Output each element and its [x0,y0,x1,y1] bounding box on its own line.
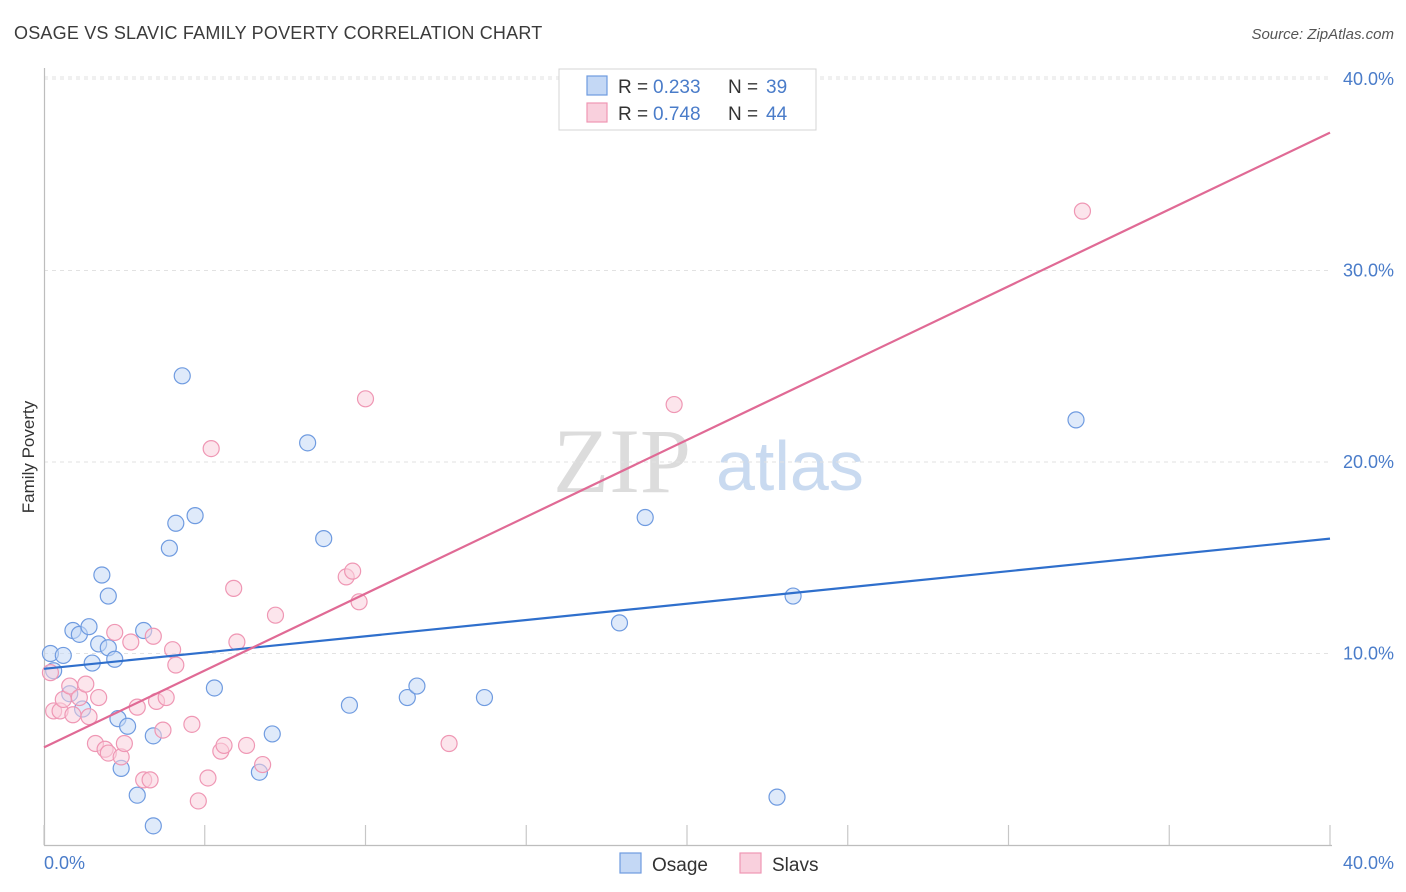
point-osage-31 [475,688,494,707]
point-osage-29 [398,688,416,707]
point-slavs-41 [440,734,458,753]
y-tick-label-2: 30.0% [1343,261,1394,281]
point-slavs-28 [199,769,217,787]
trend-lines [43,131,1331,749]
point-osage-38 [99,587,117,605]
point-osage-18 [144,817,162,835]
bottom-legend-label-slavs: Slavs [772,855,818,876]
point-slavs-32 [225,579,243,597]
point-slavs-26 [183,715,201,733]
point-slavs-17 [128,698,146,716]
legend-r-label-slavs: R = [618,104,648,125]
point-slavs-10 [90,688,108,707]
point-slavs-5 [64,706,82,724]
point-osage-19 [160,539,178,557]
point-slavs-35 [254,755,272,774]
y-tick-label-1: 20.0% [1343,452,1394,472]
y-axis-label: Family Poverty [19,400,38,513]
point-osage-32 [610,614,629,632]
point-osage-30 [408,677,426,695]
legend-n-value-slavs: 44 [766,104,788,125]
x-tick-label-min: 0.0% [44,853,85,873]
point-slavs-13 [106,623,124,642]
y-tick-label-3: 40.0% [1343,69,1394,89]
axes [43,68,1332,847]
point-osage-20 [167,514,185,532]
point-slavs-42 [665,395,683,414]
x-ticks [43,825,1331,845]
legend-r-label-osage: R = [618,77,648,98]
point-slavs-40 [356,390,375,408]
point-osage-11 [106,650,124,668]
point-slavs-29 [202,439,220,458]
point-slavs-20 [144,627,162,645]
watermark-zip: ZIP [553,410,691,512]
y-tick-labels: 10.0% 20.0% 30.0% 40.0% [1343,69,1394,664]
bottom-legend-swatch-slavs [739,852,762,874]
point-slavs-22 [154,721,172,739]
point-osage-22 [186,507,204,525]
point-slavs-25 [167,656,185,674]
bottom-legend-label-osage: Osage [652,855,708,876]
point-osage-36 [1067,411,1085,429]
point-slavs-33 [228,633,246,651]
watermark: ZIP atlas [553,410,864,512]
point-slavs-43 [1073,202,1092,220]
legend-r-value-slavs: 0.748 [653,104,701,125]
point-slavs-31 [215,736,233,755]
legend-box: R = 0.233 N = 39 R = 0.748 N = 44 [558,68,817,131]
point-slavs-7 [77,675,95,693]
legend-n-label-slavs: N = [728,104,758,125]
point-slavs-36 [266,606,285,624]
point-osage-33 [636,508,654,527]
trend-line-slavs [43,131,1331,749]
bottom-legend-swatch-osage [619,852,642,874]
point-osage-35 [784,587,802,605]
trend-line-osage [43,537,1331,670]
point-osage-28 [340,696,359,714]
chart-source: Source: ZipAtlas.com [1251,26,1394,43]
point-slavs-38 [344,562,362,580]
point-osage-26 [299,434,317,452]
bottom-legend: Osage Slavs [619,852,818,876]
legend-n-label-osage: N = [728,77,758,98]
point-osage-15 [128,786,146,804]
gridlines [44,76,1332,654]
point-osage-34 [768,788,786,806]
point-osage-25 [263,725,281,743]
point-slavs-16 [122,633,140,651]
y-tick-label-0: 10.0% [1343,644,1394,664]
point-osage-6 [80,618,98,636]
watermark-atlas: atlas [716,427,864,505]
point-osage-27 [315,529,333,548]
legend-r-value-osage: 0.233 [653,77,701,98]
point-osage-21 [173,367,191,385]
legend-swatch-osage [586,75,608,96]
legend-swatch-slavs [586,102,608,123]
series-slavs-points [41,202,1092,810]
x-tick-label-max: 40.0% [1343,853,1394,873]
legend-n-value-osage: 39 [766,77,787,98]
point-osage-14 [118,717,137,735]
point-osage-9 [93,566,111,584]
chart-title: OSAGE VS SLAVIC FAMILY POVERTY CORRELATI… [14,23,542,43]
point-slavs-34 [237,736,256,755]
point-slavs-15 [115,734,133,753]
point-slavs-27 [189,792,207,810]
point-slavs-19 [141,771,159,789]
point-osage-2 [54,646,72,665]
point-osage-23 [205,679,223,697]
